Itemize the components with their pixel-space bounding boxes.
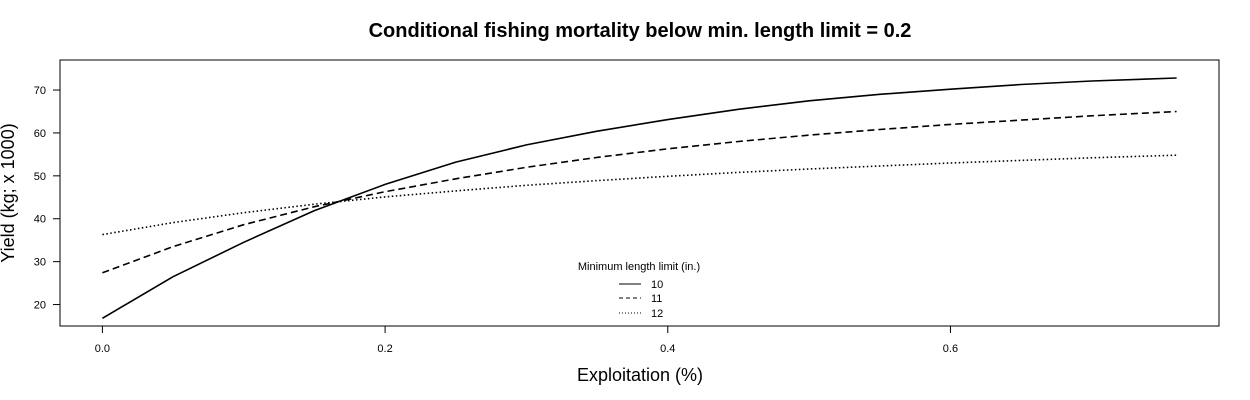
- x-axis: 0.0 0.2 0.4 0.6: [95, 326, 958, 355]
- y-tick-label: 40: [34, 214, 46, 226]
- x-tick-label: 0.0: [95, 343, 110, 355]
- x-tick-label: 0.2: [377, 343, 392, 355]
- legend-entry-label: 10: [651, 279, 663, 291]
- x-tick-label: 0.4: [660, 343, 675, 355]
- y-tick-label: 20: [34, 300, 46, 312]
- series-layer: [101, 77, 1177, 319]
- series-line-solid: [101, 77, 1177, 319]
- legend-entry-label: 12: [651, 308, 663, 320]
- y-tick-label: 30: [34, 257, 46, 269]
- legend-entry-label: 11: [651, 293, 662, 305]
- series-line-dotted: [102, 154, 1177, 236]
- y-axis: 20 30 40 50 60 70: [34, 85, 60, 312]
- x-axis-label: Exploitation (%): [577, 365, 703, 385]
- legend: Minimum length limit (in.) 10 11 12: [578, 261, 700, 320]
- series-line-dashed: [102, 110, 1177, 274]
- y-tick-label: 50: [34, 171, 46, 183]
- x-tick-label: 0.6: [943, 343, 958, 355]
- plot-frame: [59, 59, 1220, 327]
- legend-title: Minimum length limit (in.): [578, 261, 700, 273]
- y-tick-label: 70: [34, 85, 46, 97]
- chart-title: Conditional fishing mortality below min.…: [369, 20, 912, 42]
- y-axis-label: Yield (kg; x 1000): [0, 123, 18, 262]
- y-tick-label: 60: [34, 128, 46, 140]
